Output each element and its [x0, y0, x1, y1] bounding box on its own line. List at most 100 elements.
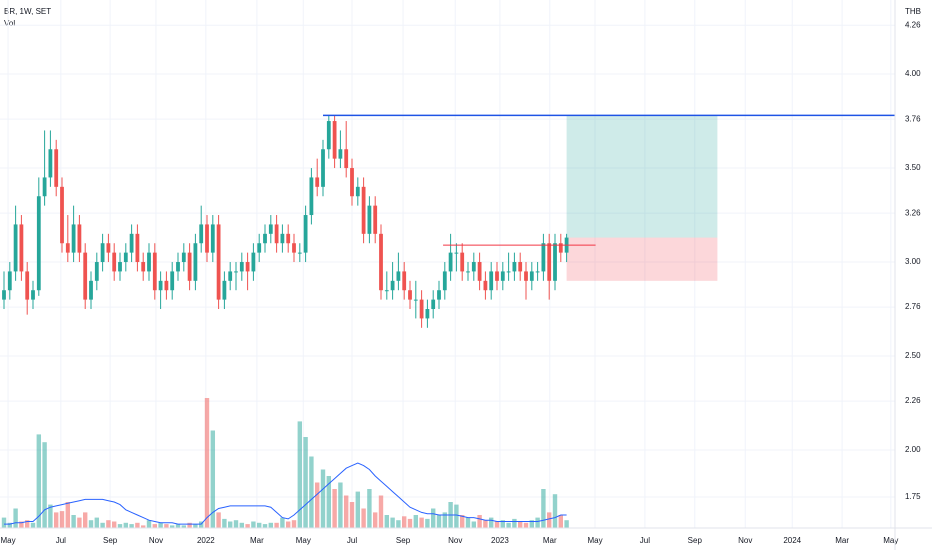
candle-body [129, 233, 134, 253]
candle-body [274, 224, 279, 244]
volume-bar [1, 517, 7, 528]
candle-body [338, 149, 343, 159]
volume-bar [193, 524, 198, 528]
volume-bar [42, 442, 47, 528]
candle-body [413, 299, 418, 301]
volume-bar [396, 520, 401, 528]
x-tick-label: May [296, 536, 311, 545]
candle-body [181, 252, 186, 263]
x-tick-label: Mar [835, 536, 849, 545]
candle-body [361, 186, 366, 234]
volume-bar [129, 524, 134, 528]
volume-bar [233, 520, 239, 528]
candle-body [152, 252, 157, 291]
candle-body [297, 252, 302, 254]
volume-bar [204, 398, 210, 528]
volume-bar [454, 504, 459, 528]
candle-body [2, 290, 6, 300]
candle-body [251, 252, 256, 272]
candle-body [489, 271, 494, 291]
volume-bar [320, 469, 326, 528]
y-tick-label: 2.26 [905, 396, 921, 405]
candle-body [419, 299, 424, 319]
candle-body [210, 224, 215, 253]
candle-body [292, 243, 296, 253]
profit-zone [566, 115, 718, 238]
candle-body [141, 262, 146, 272]
volume-bar [257, 522, 262, 528]
candle-body [460, 252, 465, 272]
candle-body [222, 280, 227, 300]
volume-bar [210, 430, 216, 528]
volume-bar [65, 502, 71, 528]
volume-bar [361, 508, 366, 528]
candle-body [367, 205, 372, 234]
volume-bar [378, 495, 384, 528]
volume-bar [402, 516, 407, 528]
volume-bar [436, 515, 442, 528]
candle-body [216, 224, 221, 300]
candle-body [89, 280, 93, 300]
volume-bar [152, 524, 158, 528]
candle-body [19, 224, 24, 272]
volume-bar [13, 508, 18, 528]
y-tick-label: 3.76 [905, 114, 921, 123]
candle-body [112, 252, 117, 272]
volume-bar [442, 512, 448, 528]
candle-body [431, 299, 436, 310]
volume-bar [494, 521, 500, 528]
x-tick-label: Nov [448, 536, 462, 545]
volume-bar [7, 522, 13, 528]
candle-body [164, 280, 169, 291]
candle-body [7, 271, 12, 291]
candle-body [344, 149, 349, 169]
volume-bar [170, 525, 175, 528]
volume-bar [471, 521, 477, 528]
candle-body [477, 262, 482, 281]
volume-bar [123, 522, 129, 528]
y-tick-label: 1.75 [905, 492, 921, 501]
volume-bar [245, 524, 250, 528]
x-tick-label: Sep [396, 536, 411, 545]
candle-body [77, 224, 82, 253]
x-tick-label: May [883, 536, 898, 545]
candle-body [425, 309, 430, 319]
volume-bar [349, 502, 355, 528]
volume-label: Vol [4, 19, 15, 28]
volume-bar [303, 437, 308, 528]
volume-ma [4, 462, 567, 525]
candle-body [199, 224, 204, 244]
volume-bar [529, 520, 535, 528]
volume-bar [460, 515, 465, 528]
volume-bar [112, 521, 117, 528]
volume-bar [222, 518, 227, 528]
candle-body [176, 262, 180, 272]
candle-body [280, 233, 285, 244]
candle-body [106, 243, 111, 253]
candle-body [408, 290, 412, 300]
volume-bar [36, 434, 42, 528]
candle-body [506, 271, 511, 273]
candle-body [483, 280, 488, 291]
volume-bar [175, 524, 181, 528]
volume-bar [106, 520, 111, 528]
volume-bar [146, 520, 152, 528]
candle-body [268, 224, 273, 234]
candle-body [437, 290, 441, 300]
volume-bar [25, 520, 30, 528]
candle-body [31, 290, 35, 300]
volume-bar [54, 512, 59, 528]
volume-bar [268, 522, 274, 528]
volume-bar [332, 489, 337, 528]
volume-bar [390, 517, 395, 528]
candle-body [355, 186, 360, 197]
candle-body [100, 243, 105, 263]
volume-bar [280, 517, 285, 528]
candle-body [379, 233, 383, 291]
y-tick-label: 2.00 [905, 445, 921, 454]
volume-bar [239, 522, 245, 528]
candle-body [384, 290, 389, 292]
x-tick-label: 2022 [197, 536, 215, 545]
y-tick-label: 3.26 [905, 208, 921, 217]
currency-label: THB [905, 7, 921, 16]
